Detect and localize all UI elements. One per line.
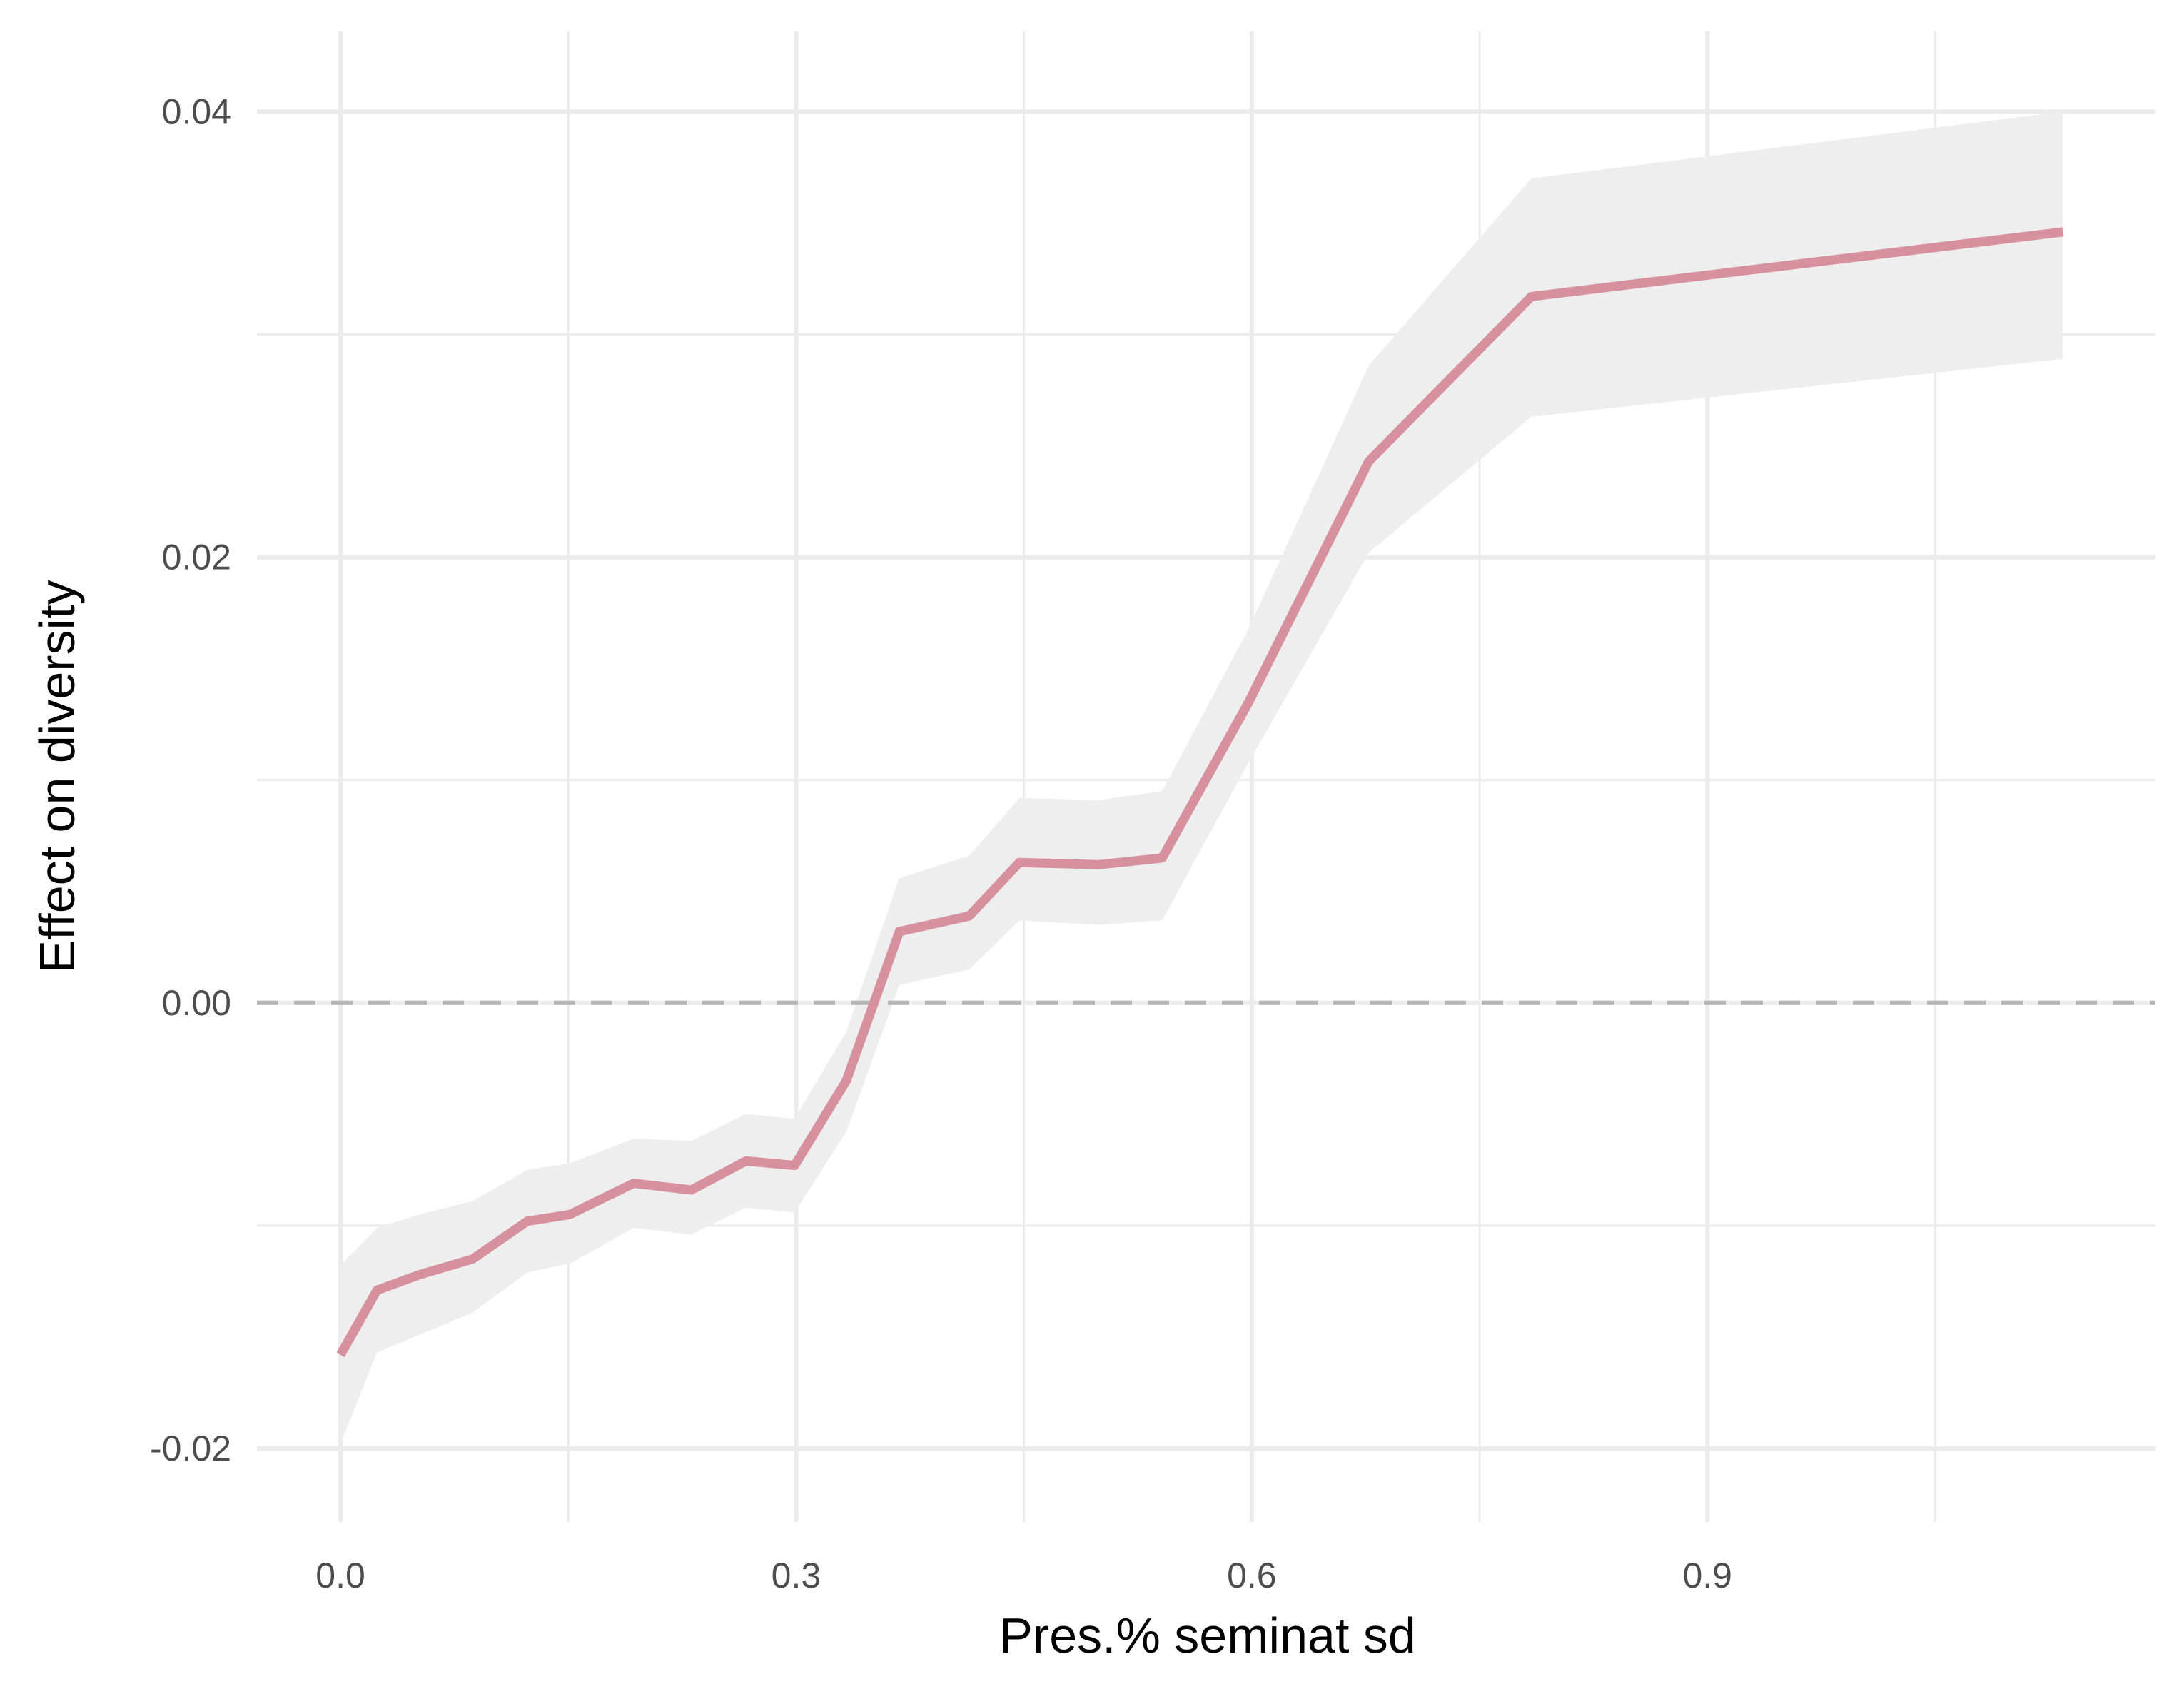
y-tick-label: 0.04: [162, 91, 231, 131]
y-tick-label: 0.02: [162, 538, 231, 578]
y-tick-label: 0.00: [162, 983, 231, 1023]
x-tick-label: 0.0: [315, 1556, 365, 1595]
y-axis-title: Effect on diversity: [29, 580, 85, 973]
effect-line: [336, 227, 2063, 1358]
x-tick-label: 0.3: [772, 1556, 821, 1595]
data-layer: [257, 111, 2155, 1444]
x-tick-label: 0.9: [1682, 1556, 1732, 1595]
y-tick-labels: -0.02 0.00 0.02 0.04: [150, 91, 231, 1468]
x-tick-labels: 0.0 0.3 0.6 0.9: [315, 1556, 1732, 1595]
y-tick-label: -0.02: [150, 1428, 231, 1468]
x-tick-label: 0.6: [1227, 1556, 1277, 1595]
x-axis-title: Pres.% seminat sd: [999, 1608, 1416, 1663]
